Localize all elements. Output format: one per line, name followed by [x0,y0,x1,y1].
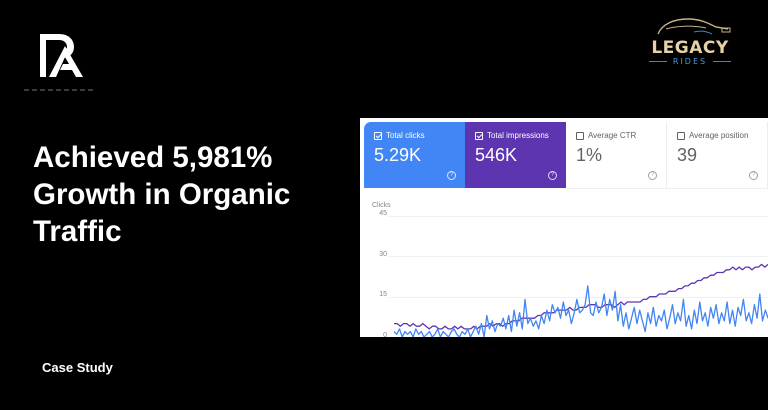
headline: Achieved 5,981% Growth in Organic Traffi… [33,141,291,248]
client-logo-sub: RIDES [672,57,708,66]
metric-card-average-ctr[interactable]: Average CTR 1% ? [565,122,667,188]
y-tick: 30 [379,251,387,258]
metric-card-average-position[interactable]: Average position 39 ? [666,122,768,188]
performance-chart: Clicks 45 30 15 0 [360,190,768,337]
help-icon[interactable]: ? [547,171,557,180]
checkbox-unchecked-icon[interactable] [676,131,685,140]
series-line [394,263,768,330]
agency-tagline [24,89,96,91]
gridline [388,216,768,217]
help-icon[interactable]: ? [749,171,758,180]
y-tick: 15 [379,291,387,298]
metric-value: 1% [575,145,602,165]
help-icon[interactable]: ? [647,171,657,180]
help-icon[interactable]: ? [446,171,456,180]
checkbox-checked-icon[interactable] [474,131,483,140]
y-tick: 0 [383,332,387,337]
search-console-panel: Total clicks 5.29K ? Total impressions 5… [360,118,768,337]
gridline [388,297,768,298]
chart-plot-area [393,263,768,337]
metric-value: 39 [676,145,697,165]
metric-card-total-impressions[interactable]: Total impressions 546K ? [464,122,566,188]
metric-value: 546K [474,145,518,165]
metric-card-total-clicks[interactable]: Total clicks 5.29K ? [364,122,465,188]
metric-cards: Total clicks 5.29K ? Total impressions 5… [364,122,768,188]
client-logo-name: LEGACY [651,38,729,58]
y-tick: 45 [379,210,387,217]
metric-value: 5.29K [374,145,422,165]
series-line [393,285,768,337]
gridline [388,256,768,257]
agency-logo [40,34,83,77]
car-icon [657,18,731,35]
case-study-label: Case Study [42,360,113,375]
y-axis-label: Clicks [372,202,391,209]
checkbox-unchecked-icon[interactable] [575,131,584,140]
checkbox-checked-icon[interactable] [374,131,382,140]
client-logo: LEGACY RIDES [636,14,744,70]
